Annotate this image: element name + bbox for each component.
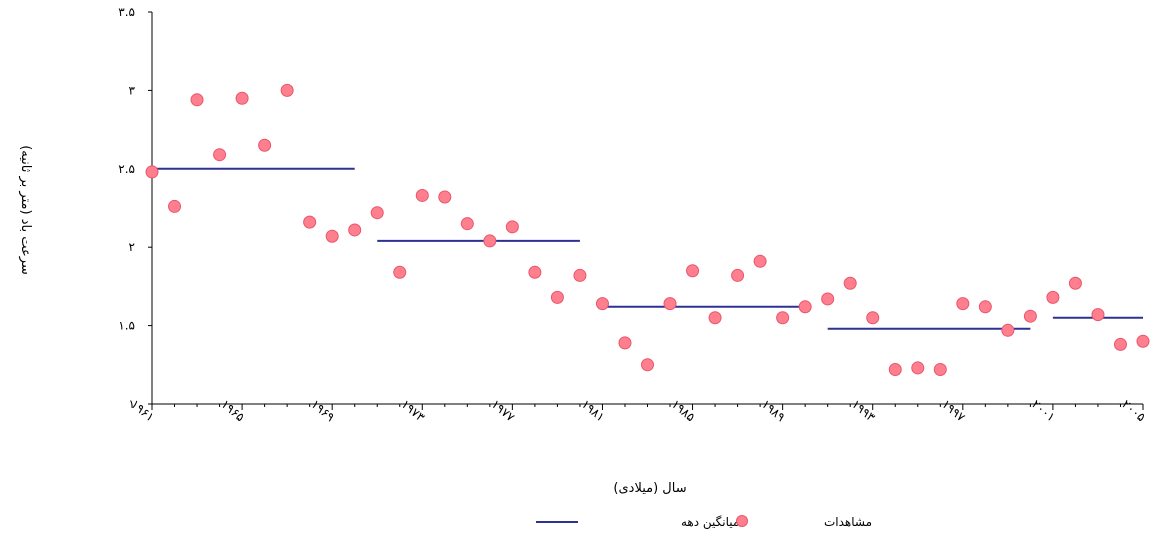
legend-observation-label: مشاهدات bbox=[824, 515, 872, 529]
observation-point bbox=[573, 268, 587, 282]
observation-point bbox=[731, 268, 745, 282]
y-tick-label: ۱ bbox=[129, 397, 135, 411]
x-tick-label: ۱۹۸۵ bbox=[669, 397, 698, 424]
legend: میانگین دهه مشاهدات bbox=[536, 515, 872, 530]
legend-observation-marker bbox=[736, 515, 748, 527]
observation-point bbox=[550, 290, 564, 304]
observation-point bbox=[438, 190, 452, 204]
x-tick-label: ۲۰۰۵ bbox=[1119, 397, 1148, 424]
observation-point bbox=[663, 297, 677, 311]
observation-point bbox=[798, 300, 812, 314]
observation-point bbox=[978, 300, 992, 314]
x-axis-title: سال (میلادی) bbox=[613, 481, 686, 496]
observation-point bbox=[325, 229, 339, 243]
legend-mean-label: میانگین دهه bbox=[681, 515, 739, 530]
observation-point bbox=[1046, 290, 1060, 304]
observation-point bbox=[843, 276, 857, 290]
observation-point bbox=[348, 223, 362, 237]
observation-point bbox=[595, 297, 609, 311]
observation-point bbox=[235, 91, 249, 105]
x-tick-label: ۱۹۷۳ bbox=[399, 397, 428, 425]
observation-point bbox=[1113, 337, 1127, 351]
observation-point bbox=[708, 311, 722, 325]
observation-point bbox=[213, 148, 227, 162]
y-tick-label: ۲.۵ bbox=[118, 162, 135, 176]
observation-point bbox=[393, 265, 407, 279]
y-tick-label: ۲ bbox=[129, 240, 135, 254]
observation-point bbox=[1136, 334, 1150, 348]
observation-point bbox=[168, 199, 182, 213]
x-tick-label: ۱۹۹۳ bbox=[849, 397, 878, 425]
observation-point bbox=[888, 363, 902, 377]
observation-point bbox=[505, 220, 519, 234]
observation-point bbox=[1091, 308, 1105, 322]
y-tick-label: ۱.۵ bbox=[118, 319, 135, 333]
observation-point bbox=[776, 311, 790, 325]
observation-point bbox=[145, 165, 159, 179]
observation-point bbox=[258, 138, 272, 152]
y-tick-label: ۳.۵ bbox=[118, 5, 135, 19]
observation-point bbox=[821, 292, 835, 306]
x-tick-label: ۱۹۷۷ bbox=[489, 397, 518, 425]
observation-point bbox=[686, 264, 700, 278]
observation-point bbox=[483, 234, 497, 248]
observation-point bbox=[933, 363, 947, 377]
observation-point bbox=[911, 361, 925, 375]
decade-mean-lines bbox=[152, 167, 1143, 330]
observation-points bbox=[145, 83, 1150, 377]
x-tick-label: ۱۹۹۷ bbox=[939, 397, 968, 425]
observation-point bbox=[303, 215, 317, 229]
axes bbox=[151, 12, 1143, 405]
x-tick-label: ۱۹۸۹ bbox=[759, 397, 788, 424]
x-tick-label: ۱۹۶۱ bbox=[128, 397, 157, 424]
observation-point bbox=[415, 188, 429, 202]
observation-point bbox=[618, 336, 632, 350]
observation-point bbox=[1068, 276, 1082, 290]
observation-point bbox=[1023, 309, 1037, 323]
observation-point bbox=[641, 358, 654, 372]
observation-point bbox=[753, 254, 767, 268]
x-tick-label: ۲۰۰۱ bbox=[1029, 397, 1058, 424]
observation-point bbox=[370, 206, 384, 220]
x-tick-label: ۱۹۸۱ bbox=[579, 397, 608, 424]
observation-point bbox=[528, 265, 542, 279]
observation-point bbox=[956, 297, 970, 311]
y-axis-title: سرعت باد (متر بر ثانیه) bbox=[18, 145, 33, 275]
y-tick-label: ۳ bbox=[129, 83, 136, 97]
observation-point bbox=[190, 93, 204, 107]
x-tick-label: ۱۹۶۵ bbox=[218, 397, 247, 424]
x-tick-label: ۱۹۶۹ bbox=[309, 397, 338, 424]
observation-point bbox=[866, 311, 880, 325]
observation-point bbox=[460, 217, 474, 231]
x-ticks: ۱۹۶۱ ۱۹۶۵ ۱۹۶۹ ۱۹۷۳ ۱۹۷۷ ۱۹۸۱ ۱۹۸۵ ۱۹۸۹ ۱۹۹۳ ۱۹۹۷… bbox=[128, 397, 1148, 425]
y-ticks: ۱ ۱.۵ ۲ ۲.۵ ۳ ۳.۵ bbox=[118, 5, 152, 411]
observation-point bbox=[1001, 323, 1015, 337]
observation-point bbox=[280, 83, 294, 97]
